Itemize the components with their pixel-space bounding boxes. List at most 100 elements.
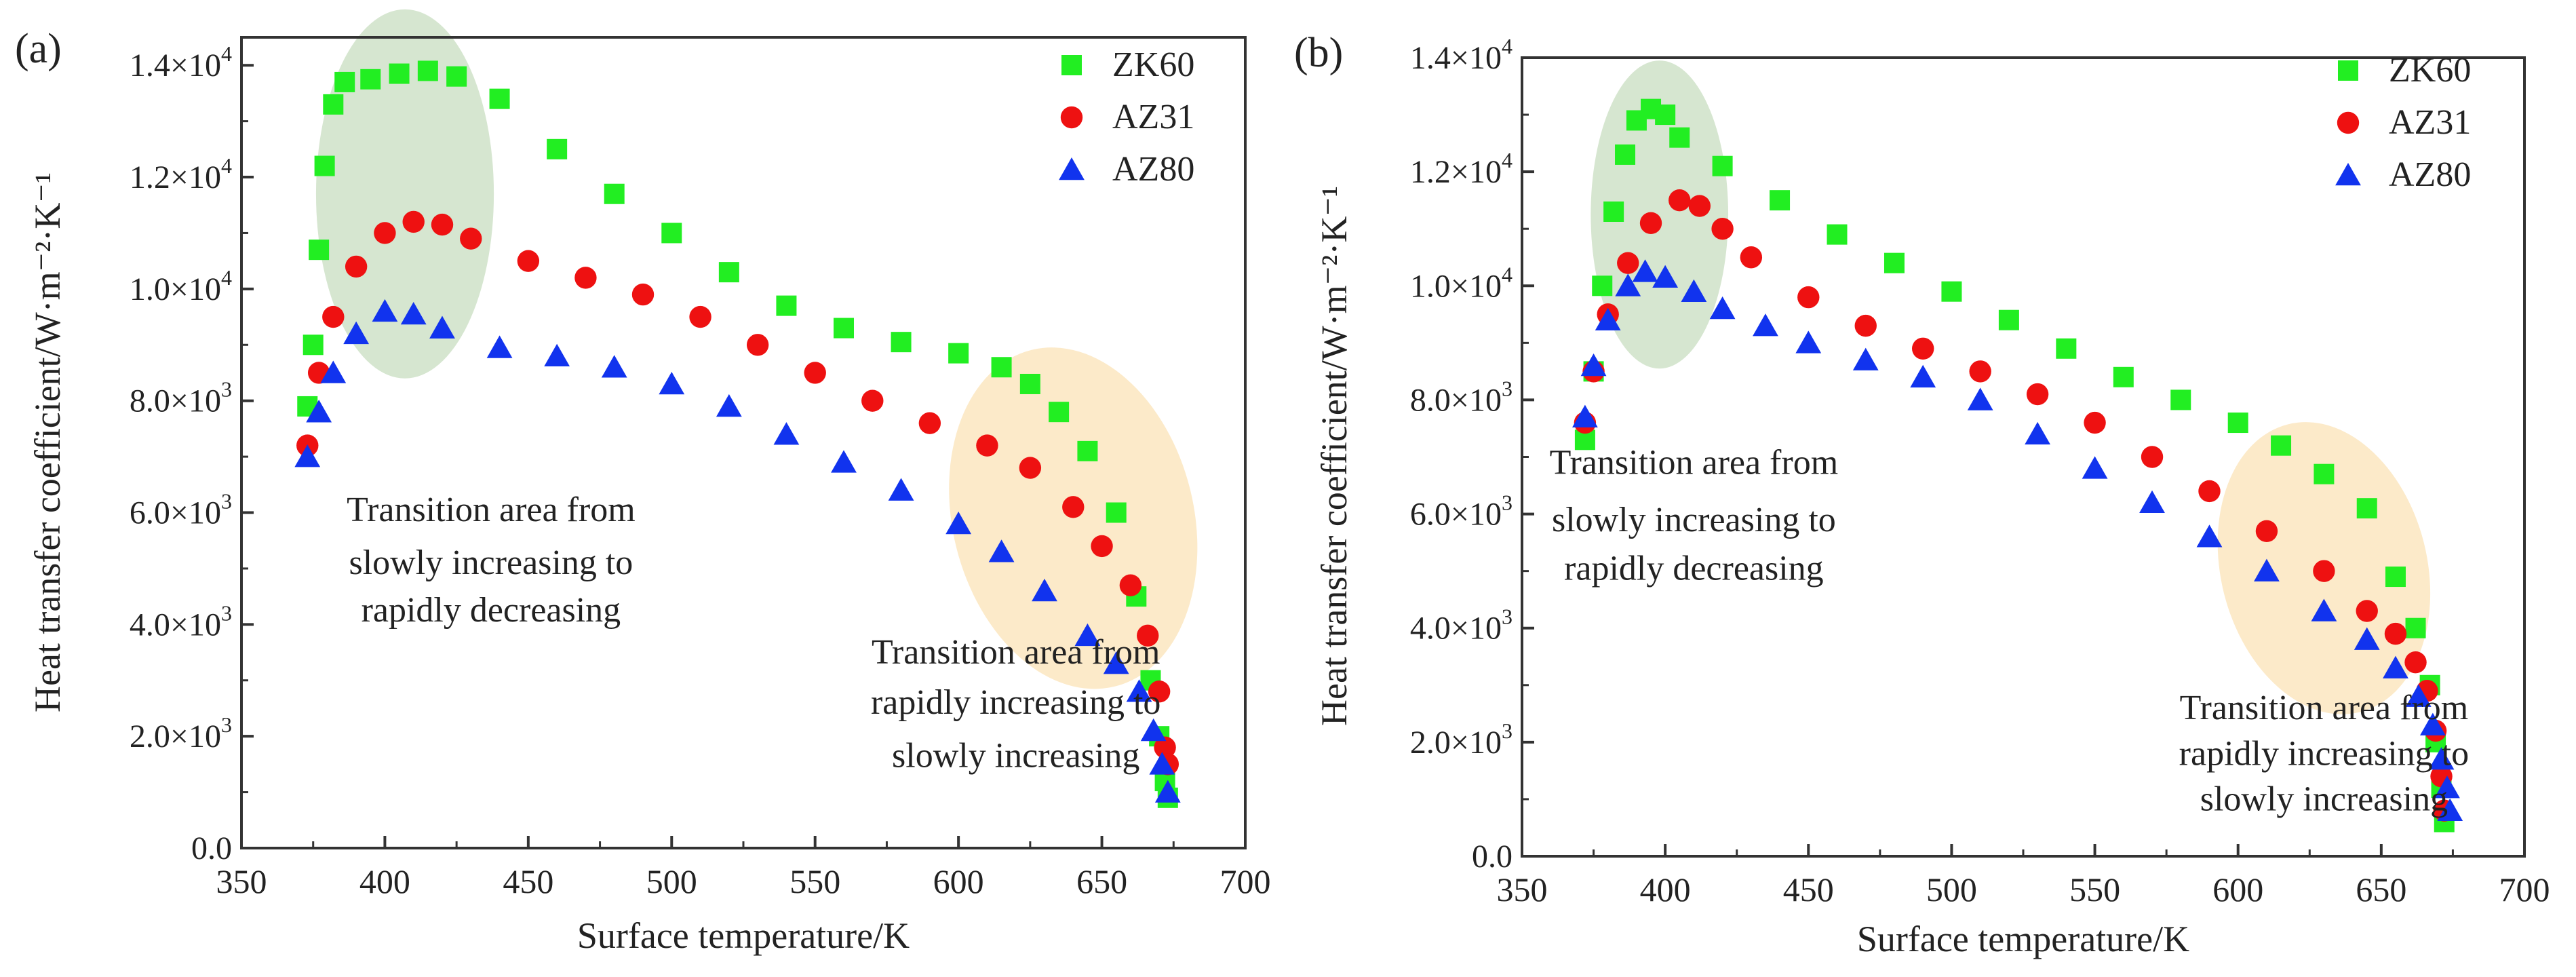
data-point xyxy=(2026,383,2049,406)
annotation-1-line: slowly increasing to xyxy=(349,543,633,582)
legend-marker-az31 xyxy=(1060,106,1083,129)
data-point xyxy=(1137,624,1159,647)
data-point xyxy=(2437,798,2463,822)
data-point xyxy=(2428,747,2455,770)
data-point xyxy=(1126,679,1152,702)
data-point xyxy=(417,60,438,81)
data-point xyxy=(303,334,324,356)
annotation-2-line: slowly increasing xyxy=(892,737,1139,775)
data-point xyxy=(2056,338,2077,359)
data-point xyxy=(661,223,682,244)
data-point xyxy=(2419,712,2446,735)
data-point xyxy=(1910,364,1936,388)
data-point xyxy=(659,371,685,395)
data-point xyxy=(718,262,739,283)
y-tick-label: 1.4×104 xyxy=(1410,34,1513,76)
data-point xyxy=(1106,502,1127,523)
legend-marker-az80 xyxy=(2335,163,2361,186)
data-point xyxy=(2084,411,2106,434)
data-point xyxy=(1103,651,1129,674)
data-point xyxy=(2313,560,2335,582)
chart-panel-a: 350 400 450 500 550 600 650 700 0.0 2.0×103 4.0×10… xyxy=(15,9,1271,956)
data-point xyxy=(489,88,510,109)
data-point xyxy=(773,422,800,445)
data-point xyxy=(1668,189,1691,212)
data-point xyxy=(1681,279,1707,302)
legend-label-zk60: ZK60 xyxy=(2389,51,2471,90)
data-point xyxy=(1969,360,1991,383)
data-point xyxy=(1632,259,1658,282)
x-tick-label: 350 xyxy=(216,862,267,900)
data-point xyxy=(604,183,625,204)
x-tick-label: 700 xyxy=(1220,862,1271,900)
series-az80 xyxy=(1572,259,2463,822)
chart-panel-b: 350 400 450 500 550 600 650 700 0.0 2.0×103 4.0×10… xyxy=(1294,30,2550,959)
x-tick-label: 400 xyxy=(1640,870,1691,908)
data-point xyxy=(2254,558,2280,581)
x-tick-label: 700 xyxy=(2499,870,2550,908)
annotation-1-line: rapidly decreasing xyxy=(362,591,621,630)
data-point xyxy=(360,69,381,90)
data-point xyxy=(2434,775,2460,799)
annotation-2-line: Transition area from xyxy=(2180,689,2469,727)
data-point xyxy=(2113,366,2134,387)
data-point xyxy=(1019,457,1042,479)
data-point xyxy=(631,283,655,306)
data-point xyxy=(1941,281,1962,302)
data-point xyxy=(389,63,410,84)
data-point xyxy=(945,512,972,535)
data-point xyxy=(323,94,344,115)
data-point xyxy=(2385,567,2406,588)
data-point xyxy=(1797,286,1820,309)
data-point xyxy=(834,318,854,339)
data-point xyxy=(918,412,941,434)
panel-label: (b) xyxy=(1294,30,1343,76)
annotation-1-line: slowly increasing to xyxy=(1552,501,1836,539)
x-axis-title: Surface temperature/K xyxy=(577,915,910,956)
data-point xyxy=(1074,623,1101,647)
data-point xyxy=(2383,655,2408,678)
data-point xyxy=(831,450,857,473)
data-point xyxy=(2198,480,2221,503)
legend-label-az80: AZ80 xyxy=(2389,155,2471,194)
data-point xyxy=(1827,224,1848,245)
data-point xyxy=(1795,330,1822,353)
data-point xyxy=(314,155,335,176)
x-axis-title: Surface temperature/K xyxy=(1857,919,2189,959)
data-point xyxy=(1852,347,1879,370)
data-point xyxy=(776,295,797,316)
data-point xyxy=(1688,195,1711,217)
data-point xyxy=(891,332,912,353)
data-point xyxy=(1712,155,1733,176)
data-point xyxy=(574,267,597,289)
data-point xyxy=(517,250,540,272)
data-point xyxy=(429,315,455,339)
x-tick-label: 600 xyxy=(933,862,984,900)
annotation-1-line: Transition area from xyxy=(1550,444,1839,482)
annotation-2-line: rapidly increasing to xyxy=(2179,734,2469,773)
data-point xyxy=(544,343,570,367)
x-tick-label: 650 xyxy=(1076,862,1127,900)
data-point xyxy=(1154,736,1176,759)
data-point xyxy=(294,444,321,467)
data-point xyxy=(1077,440,1098,461)
data-point xyxy=(309,240,330,261)
legend-label-zk60: ZK60 xyxy=(1112,45,1194,84)
data-point xyxy=(2025,421,2051,445)
y-tick-label: 6.0×103 xyxy=(1410,491,1513,533)
annotation-2-line: rapidly increasing to xyxy=(871,683,1160,722)
data-point xyxy=(1062,496,1085,518)
data-point xyxy=(716,394,742,417)
data-point xyxy=(1603,201,1624,222)
series-az80 xyxy=(294,299,1181,803)
data-point xyxy=(2082,456,2108,479)
y-tick-label: 6.0×103 xyxy=(130,489,232,531)
data-point xyxy=(804,362,826,384)
x-tick-label: 650 xyxy=(2356,870,2406,908)
data-point xyxy=(888,478,914,501)
legend-marker-zk60 xyxy=(2338,60,2358,81)
y-axis-title: Heat transfer coefficient/W·m⁻²·K⁻¹ xyxy=(1314,186,1354,726)
data-point xyxy=(486,335,513,358)
annotation-1-line: Transition area from xyxy=(347,491,636,529)
